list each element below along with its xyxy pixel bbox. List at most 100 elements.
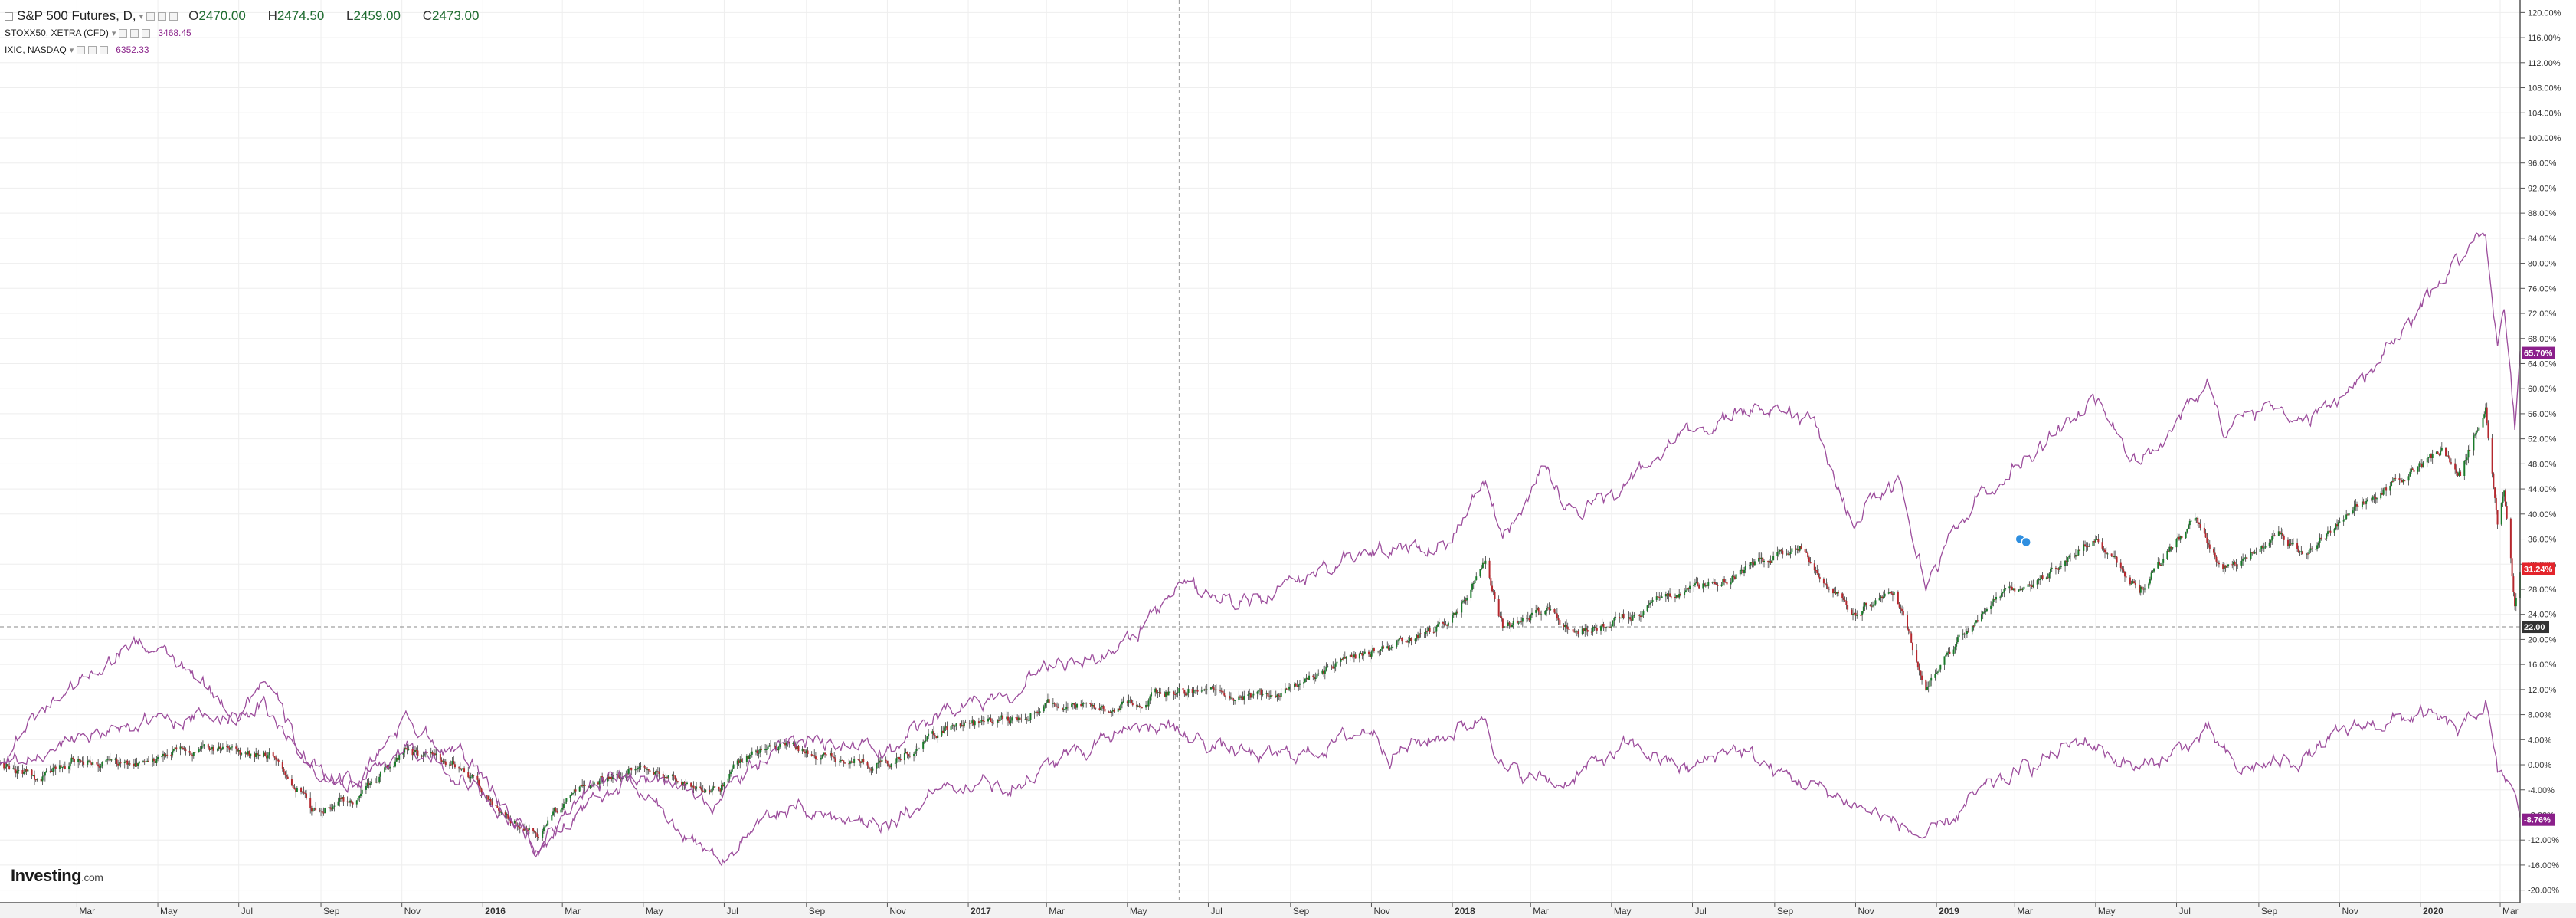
- candle-body: [2418, 463, 2421, 467]
- y-tick-label: 80.00%: [2528, 260, 2557, 269]
- candle-body: [1544, 611, 1547, 615]
- candle-body: [2093, 541, 2096, 543]
- legend-row-sp500[interactable]: S&P 500 Futures, D, ▾ O2470.00 H2474.50 …: [5, 8, 497, 25]
- candle-body: [1938, 669, 1940, 672]
- legend-row-stoxx[interactable]: STOXX50, XETRA (CFD) ▾ 3468.45: [5, 25, 497, 41]
- candle-body: [246, 752, 248, 755]
- candle-body: [2486, 407, 2488, 424]
- candle-body: [1639, 615, 1642, 618]
- y-tick-label: 116.00%: [2528, 34, 2561, 43]
- candle-body: [2420, 463, 2422, 464]
- candle-body: [1966, 631, 1968, 634]
- candle-body: [1141, 707, 1143, 709]
- candle-body: [2346, 514, 2349, 516]
- candle-body: [1418, 633, 1420, 638]
- candle-body: [319, 810, 321, 811]
- candle-body: [1668, 593, 1670, 596]
- candle-body: [1229, 697, 1232, 699]
- candle-body: [368, 782, 370, 785]
- candle-body: [1109, 711, 1111, 713]
- x-axis-band: [0, 903, 2576, 918]
- candle-body: [2094, 539, 2096, 543]
- legend-settings-icon[interactable]: [146, 11, 155, 21]
- legend-close-icon[interactable]: [169, 11, 178, 21]
- candle-body: [1151, 692, 1153, 697]
- candle-body: [2398, 478, 2401, 480]
- candle-body: [1952, 649, 1955, 654]
- candle-body: [2262, 546, 2264, 548]
- candle-body: [1345, 656, 1347, 659]
- candle-body: [2114, 556, 2116, 557]
- legend-row-nasdaq[interactable]: IXIC, NASDAQ ▾ 6352.33: [5, 41, 497, 58]
- candle-body: [2019, 589, 2021, 590]
- candle-body: [1323, 670, 1325, 674]
- candle-body: [2027, 584, 2029, 587]
- candle-body: [1881, 596, 1884, 598]
- candle-body: [1475, 576, 1478, 580]
- legend-close-icon[interactable]: [142, 28, 151, 38]
- candle-body: [2506, 506, 2508, 519]
- legend-settings-icon[interactable]: [119, 28, 128, 38]
- legend-dropdown-icon[interactable]: ▾: [111, 28, 116, 38]
- candle-body: [2511, 558, 2513, 577]
- candle-body: [2326, 531, 2329, 534]
- candle-body: [756, 750, 758, 754]
- legend-hide-icon[interactable]: [158, 11, 167, 21]
- candle-body: [671, 775, 673, 776]
- candle-body: [740, 759, 742, 762]
- candle-body: [1019, 717, 1021, 720]
- candle-body: [2316, 545, 2319, 549]
- candle-body: [1615, 617, 1617, 618]
- candle-body: [1596, 628, 1598, 631]
- candle-body: [535, 832, 537, 834]
- candle-body: [2466, 457, 2468, 461]
- legend-dropdown-icon[interactable]: ▾: [69, 45, 74, 55]
- candle-body: [43, 775, 45, 777]
- candle-body: [1252, 693, 1255, 696]
- candle-body: [1887, 592, 1890, 594]
- candle-body: [236, 748, 238, 752]
- candle-body: [1661, 596, 1663, 598]
- candle-body: [14, 768, 16, 770]
- candle-body: [722, 785, 724, 787]
- legend-settings-icon[interactable]: [77, 45, 86, 54]
- candle-body: [53, 766, 55, 768]
- candle-body: [2031, 585, 2033, 588]
- candle-body: [1600, 626, 1602, 631]
- candle-body: [682, 782, 684, 785]
- candle-body: [2129, 577, 2131, 585]
- candle-body: [943, 727, 945, 733]
- candle-body: [2215, 556, 2218, 562]
- candle-body: [777, 746, 780, 751]
- legend-hide-icon[interactable]: [130, 28, 139, 38]
- candle-body: [1548, 607, 1550, 610]
- legend-close-icon[interactable]: [100, 45, 109, 54]
- candle-body: [562, 803, 565, 808]
- candle-body: [175, 747, 178, 750]
- candle-body: [1844, 599, 1846, 601]
- candle-body: [2032, 584, 2034, 588]
- candle-body: [322, 812, 325, 814]
- candle-body: [820, 758, 822, 760]
- candle-body: [2391, 481, 2393, 486]
- candle-body: [634, 769, 637, 771]
- candle-body: [1871, 605, 1873, 607]
- candle-body: [653, 772, 655, 775]
- candle-body: [2271, 536, 2273, 541]
- legend-hide-icon[interactable]: [88, 45, 97, 54]
- candle-body: [897, 757, 899, 759]
- ohlc-close: 2473.00: [431, 8, 480, 23]
- candle-body: [1604, 626, 1606, 628]
- candle-body: [933, 731, 935, 736]
- legend-dropdown-icon[interactable]: ▾: [139, 11, 144, 21]
- candle-body: [1392, 646, 1394, 648]
- brand-logo[interactable]: Investing.com: [11, 866, 103, 886]
- candle-body: [2067, 557, 2069, 562]
- candle-body: [90, 762, 93, 765]
- candle-body: [2059, 566, 2061, 570]
- candle-body: [1704, 585, 1707, 587]
- legend-collapse-icon[interactable]: [5, 11, 13, 21]
- candle-body: [1053, 703, 1056, 704]
- candle-body: [1684, 590, 1687, 592]
